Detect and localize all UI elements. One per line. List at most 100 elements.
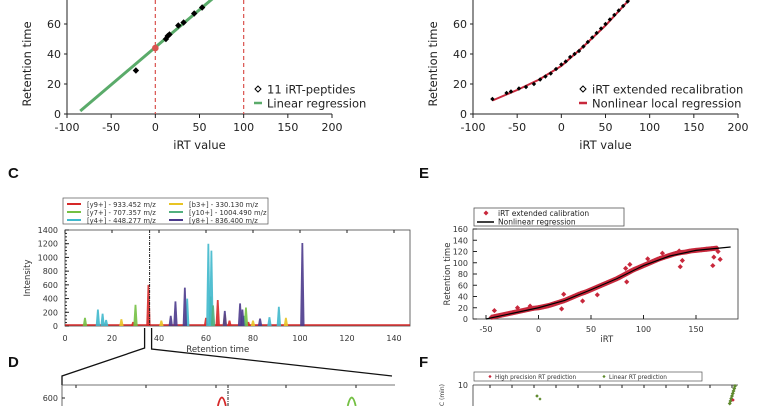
data-point <box>563 59 568 64</box>
data-point <box>711 254 717 260</box>
x-tick-label: -50 <box>508 121 526 134</box>
plot-frame-c <box>64 229 411 327</box>
y-axis-label: Retention time <box>443 243 453 306</box>
legend-label: iRT extended recalibration <box>592 83 743 97</box>
legend-label: Nonlinear regression <box>498 218 576 227</box>
y-tick-label: 60 <box>47 18 61 31</box>
plot-B <box>490 0 631 102</box>
data-point <box>531 81 537 87</box>
data-point <box>598 26 604 31</box>
peak <box>215 299 220 326</box>
data-point <box>612 12 617 18</box>
data-point <box>620 3 626 9</box>
y-tick-label: 60 <box>458 281 468 290</box>
data-point <box>624 279 630 285</box>
y-tick-label: 160 <box>453 225 468 234</box>
peak <box>276 306 282 326</box>
data-point <box>659 250 665 256</box>
y-tick-label: 1400 <box>38 226 58 235</box>
y-tick-label: 0 <box>54 108 61 121</box>
data-point <box>491 307 497 314</box>
data-point <box>581 44 586 49</box>
data-point <box>538 397 542 401</box>
y-tick-label: 10 <box>458 381 468 390</box>
y-tick-label: 20 <box>453 78 467 91</box>
peak <box>210 305 216 326</box>
legend-box <box>473 207 625 227</box>
legend-marker-points <box>483 210 489 216</box>
y-tick-label: 140 <box>453 236 468 245</box>
data-point <box>625 0 630 4</box>
peak <box>267 317 272 326</box>
data-point <box>559 62 564 67</box>
x-tick-label: 120 <box>339 334 354 343</box>
x-tick-label: 140 <box>386 334 401 343</box>
legend-marker-points <box>254 85 262 93</box>
peak <box>100 313 105 326</box>
data-point <box>523 84 529 90</box>
legend-label: Linear regression <box>267 97 366 111</box>
peak <box>133 304 138 326</box>
data-point <box>561 291 567 297</box>
legend-marker-points <box>579 85 587 93</box>
legend-label: High precision RT prediction <box>495 375 577 381</box>
data-point <box>559 306 565 312</box>
y-tick-label: 20 <box>47 78 61 91</box>
x-axis-label: iRT <box>600 335 614 345</box>
peak <box>159 320 164 326</box>
data-point <box>623 265 629 271</box>
data-point <box>572 51 577 57</box>
peak <box>168 315 173 326</box>
y-tick-label: 20 <box>458 304 468 313</box>
x-tick-label: -100 <box>461 121 486 134</box>
legend-marker <box>488 374 492 379</box>
peak <box>346 396 357 406</box>
data-point <box>717 256 723 262</box>
peak <box>103 319 109 326</box>
peak <box>119 319 124 326</box>
peak <box>283 317 289 326</box>
highlight-point <box>152 44 159 52</box>
x-tick-label: 100 <box>292 334 307 343</box>
data-point <box>504 90 509 96</box>
data-band <box>679 249 686 256</box>
legend-box <box>62 197 269 225</box>
panel-label-d: D <box>8 354 19 371</box>
zoom-connector-right <box>150 328 393 377</box>
data-point <box>677 264 683 270</box>
peak <box>206 243 211 326</box>
x-tick-label: 150 <box>277 121 298 134</box>
data-point <box>553 66 559 72</box>
x-tick-label: 50 <box>599 121 613 134</box>
data-point <box>576 48 582 54</box>
peak <box>216 396 227 406</box>
y-axis-label: XIC (min) <box>439 384 446 406</box>
y-tick-label: 60 <box>453 18 467 31</box>
peak <box>222 310 227 326</box>
x-tick-label: 100 <box>233 121 254 134</box>
x-tick-label: 100 <box>636 325 651 334</box>
y-tick-label: 40 <box>458 293 468 302</box>
data-point <box>490 96 495 102</box>
data-point <box>537 77 543 82</box>
y-tick-label: 0 <box>460 108 467 121</box>
legend-marker <box>602 374 606 379</box>
data-point <box>516 86 522 91</box>
x-tick-label: 60 <box>201 334 211 343</box>
panel-label-e: E <box>419 165 429 182</box>
data-point <box>627 261 633 268</box>
peak <box>82 317 88 326</box>
legend-label: Nonlinear local regression <box>592 97 741 111</box>
legend-label: [b3+] - 330.130 m/z <box>189 201 259 209</box>
peak <box>240 309 245 326</box>
peak <box>173 301 178 326</box>
peak <box>95 309 101 326</box>
x-axis-label: iRT value <box>173 138 225 152</box>
data-point <box>198 4 206 11</box>
legend-label: [y4+] - 448.277 m/z <box>87 217 156 225</box>
x-tick-label: 20 <box>107 334 117 343</box>
legend-label: [y9+] - 933.452 m/z <box>87 201 156 209</box>
y-tick-label: 0 <box>463 315 468 324</box>
data-band <box>674 250 681 257</box>
